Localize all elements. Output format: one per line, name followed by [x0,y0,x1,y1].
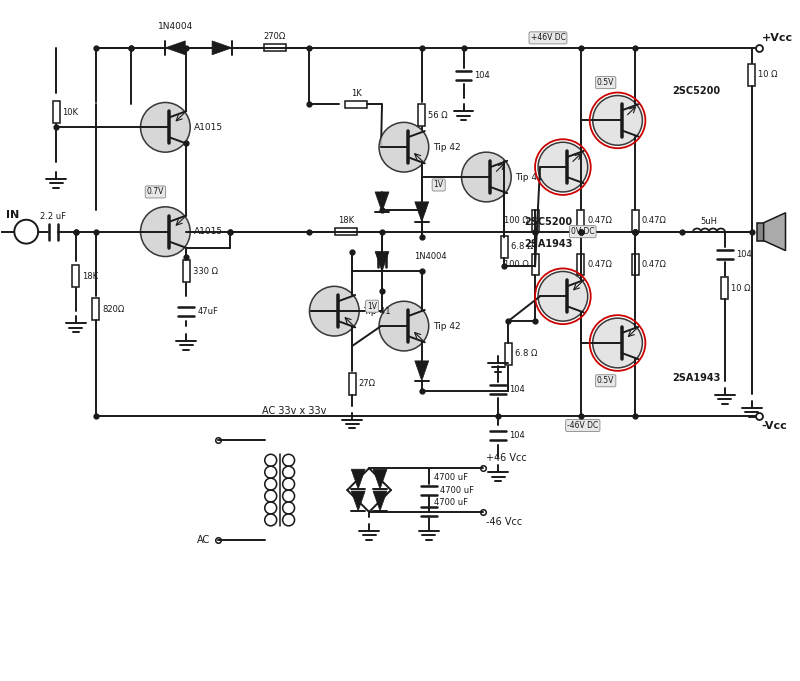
Polygon shape [415,202,429,222]
Text: AC: AC [197,535,210,545]
Text: 27Ω: 27Ω [358,379,376,388]
Bar [264,44,286,51]
Text: 5uH: 5uH [701,217,718,226]
Text: 10K: 10K [62,108,78,117]
Polygon shape [166,41,186,54]
Text: 6.8 Ω: 6.8 Ω [510,242,533,251]
Text: 330 Ω: 330 Ω [193,267,218,276]
Bar [349,373,356,395]
Circle shape [593,318,642,368]
Bar [632,210,639,232]
Text: AC 33v x 33v: AC 33v x 33v [262,405,326,415]
Bar [531,210,538,232]
Text: 0.47Ω: 0.47Ω [587,217,612,225]
Bar [418,104,426,127]
Bar [182,261,190,283]
Text: A1015: A1015 [194,227,223,236]
Text: 104: 104 [736,250,751,259]
Text: 0.7V: 0.7V [146,187,164,196]
Text: Tip 41: Tip 41 [363,306,391,316]
Bar [346,101,367,108]
Text: 18K: 18K [82,272,98,281]
Text: 0.47Ω: 0.47Ω [587,260,612,269]
Text: 1V: 1V [367,302,377,311]
Bar [748,64,755,86]
Polygon shape [351,469,365,489]
Text: +46 Vcc: +46 Vcc [486,454,527,463]
Circle shape [141,102,190,152]
Text: 4700 uF: 4700 uF [434,498,468,507]
Circle shape [310,286,359,336]
Bar [632,253,639,275]
Bar [92,298,99,320]
Bar [73,266,79,287]
Circle shape [462,152,511,202]
Text: 100 Ω: 100 Ω [504,217,529,225]
Polygon shape [373,469,387,489]
Circle shape [141,207,190,257]
Text: 104: 104 [474,71,490,80]
Text: +46V DC: +46V DC [530,33,566,42]
Bar [757,223,764,240]
Text: 270Ω: 270Ω [263,33,286,42]
Text: -46V DC: -46V DC [567,421,598,430]
Circle shape [379,123,429,172]
Polygon shape [212,41,232,54]
Text: -46 Vcc: -46 Vcc [486,517,522,527]
Text: 47uF: 47uF [197,306,218,316]
Polygon shape [375,251,389,272]
Text: 2SC5200: 2SC5200 [672,86,720,95]
Circle shape [538,272,588,321]
Text: IN: IN [6,210,20,220]
Text: 4700 uF: 4700 uF [440,486,474,494]
Text: -Vcc: -Vcc [762,420,787,430]
Text: 4700 uF: 4700 uF [434,473,468,482]
Polygon shape [351,491,365,511]
Bar [505,343,512,365]
Polygon shape [415,361,429,381]
Text: 0V DC: 0V DC [571,227,594,236]
Text: 820Ω: 820Ω [102,304,125,314]
Text: 0.5V: 0.5V [597,78,614,87]
Text: 104: 104 [510,431,525,440]
Text: 1N4004: 1N4004 [158,22,193,31]
Text: 6.8 Ω: 6.8 Ω [514,349,537,358]
Text: Tip 42: Tip 42 [433,321,460,330]
Text: 10 Ω: 10 Ω [731,284,751,293]
Text: 0.47Ω: 0.47Ω [642,260,666,269]
Text: Tip 42: Tip 42 [433,143,460,152]
Polygon shape [764,212,786,251]
Circle shape [538,142,588,192]
Text: 2SA1943: 2SA1943 [672,373,721,383]
Text: 0.5V: 0.5V [597,376,614,385]
Circle shape [593,95,642,145]
Text: 1V: 1V [434,180,444,189]
Text: 1K: 1K [351,89,362,98]
Text: A1015: A1015 [194,123,223,132]
Text: 100 Ω: 100 Ω [504,260,529,269]
Bar [53,101,59,123]
Polygon shape [375,192,389,212]
Bar [578,253,584,275]
Circle shape [379,301,429,351]
Text: 1N4004: 1N4004 [414,252,446,261]
Text: Tip 41: Tip 41 [515,172,543,182]
Text: 2SA1943: 2SA1943 [524,238,572,249]
Text: 0.47Ω: 0.47Ω [642,217,666,225]
Text: 2.2 uF: 2.2 uF [40,212,66,221]
Bar [531,253,538,275]
Text: 56 Ω: 56 Ω [428,111,448,120]
Text: +Vcc: +Vcc [762,33,793,43]
Bar [578,210,584,232]
Bar [501,236,508,257]
Text: 104: 104 [510,385,525,394]
Bar [722,277,728,299]
Text: 10 Ω: 10 Ω [758,70,778,79]
Bar [335,228,357,235]
Text: 18K: 18K [338,217,354,225]
Polygon shape [373,491,387,511]
Text: 2SC5200: 2SC5200 [524,217,572,227]
